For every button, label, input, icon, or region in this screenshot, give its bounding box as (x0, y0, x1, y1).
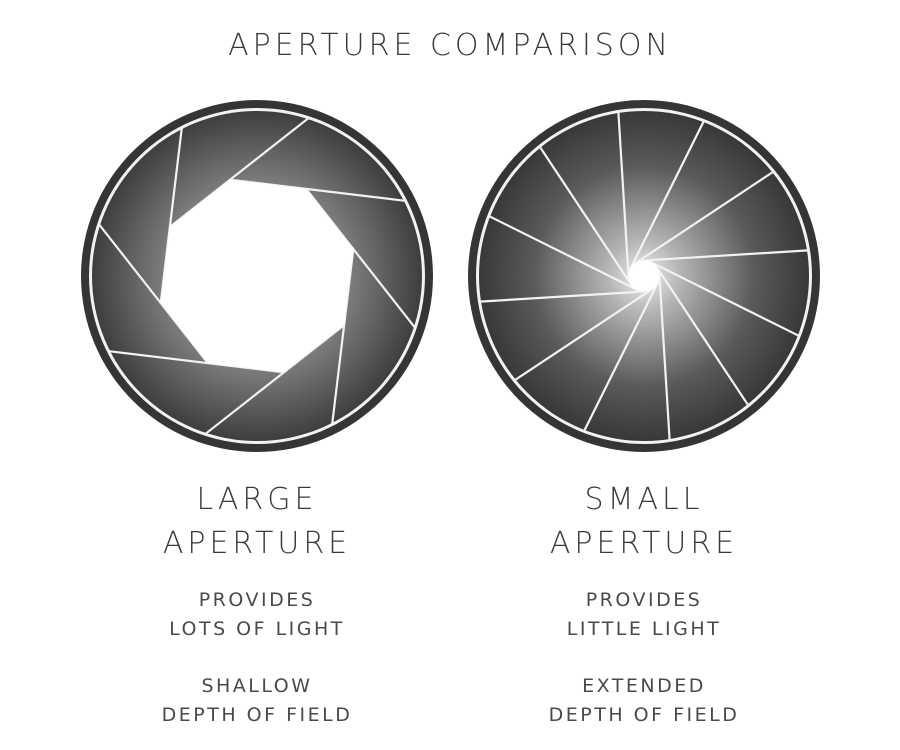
small-aperture-icon (468, 100, 820, 452)
small-light-description: PROVIDES LITTLE LIGHT (566, 589, 722, 640)
blade-edge (646, 259, 800, 337)
blade-edge (488, 215, 642, 293)
blade-edge (627, 120, 705, 274)
small-dof-description: EXTENDED DEPTH OF FIELD (548, 675, 740, 726)
blade-edge (538, 146, 635, 289)
aperture-opening (628, 260, 660, 292)
blade-edge (658, 270, 671, 441)
large-dof-description: SHALLOW DEPTH OF FIELD (161, 675, 353, 726)
large-aperture-caption: LARGE APERTURE PROVIDES LOTS OF LIGHT SH… (67, 478, 447, 730)
blade-edge (631, 170, 774, 267)
blade-edge (204, 324, 345, 435)
large-aperture-heading: LARGE APERTURE (162, 482, 352, 561)
blade-edge (98, 223, 209, 364)
blade-edge (479, 290, 650, 303)
aperture-opening (160, 179, 354, 373)
blade-edge (169, 117, 310, 228)
small-aperture-caption: SMALL APERTURE PROVIDES LITTLE LIGHT EXT… (454, 478, 834, 730)
blade-edge (514, 285, 657, 382)
small-aperture-heading: SMALL APERTURE (549, 482, 739, 561)
page-title: APERTURE COMPARISON (228, 28, 672, 63)
blade-edge (617, 111, 630, 282)
blade-edge (583, 278, 661, 432)
large-aperture-icon (81, 100, 433, 452)
large-light-description: PROVIDES LOTS OF LIGHT (169, 589, 345, 640)
blade-lines (479, 111, 809, 441)
blade-edge (305, 188, 416, 329)
blade-edge (653, 263, 750, 406)
blade-edge (638, 249, 809, 262)
